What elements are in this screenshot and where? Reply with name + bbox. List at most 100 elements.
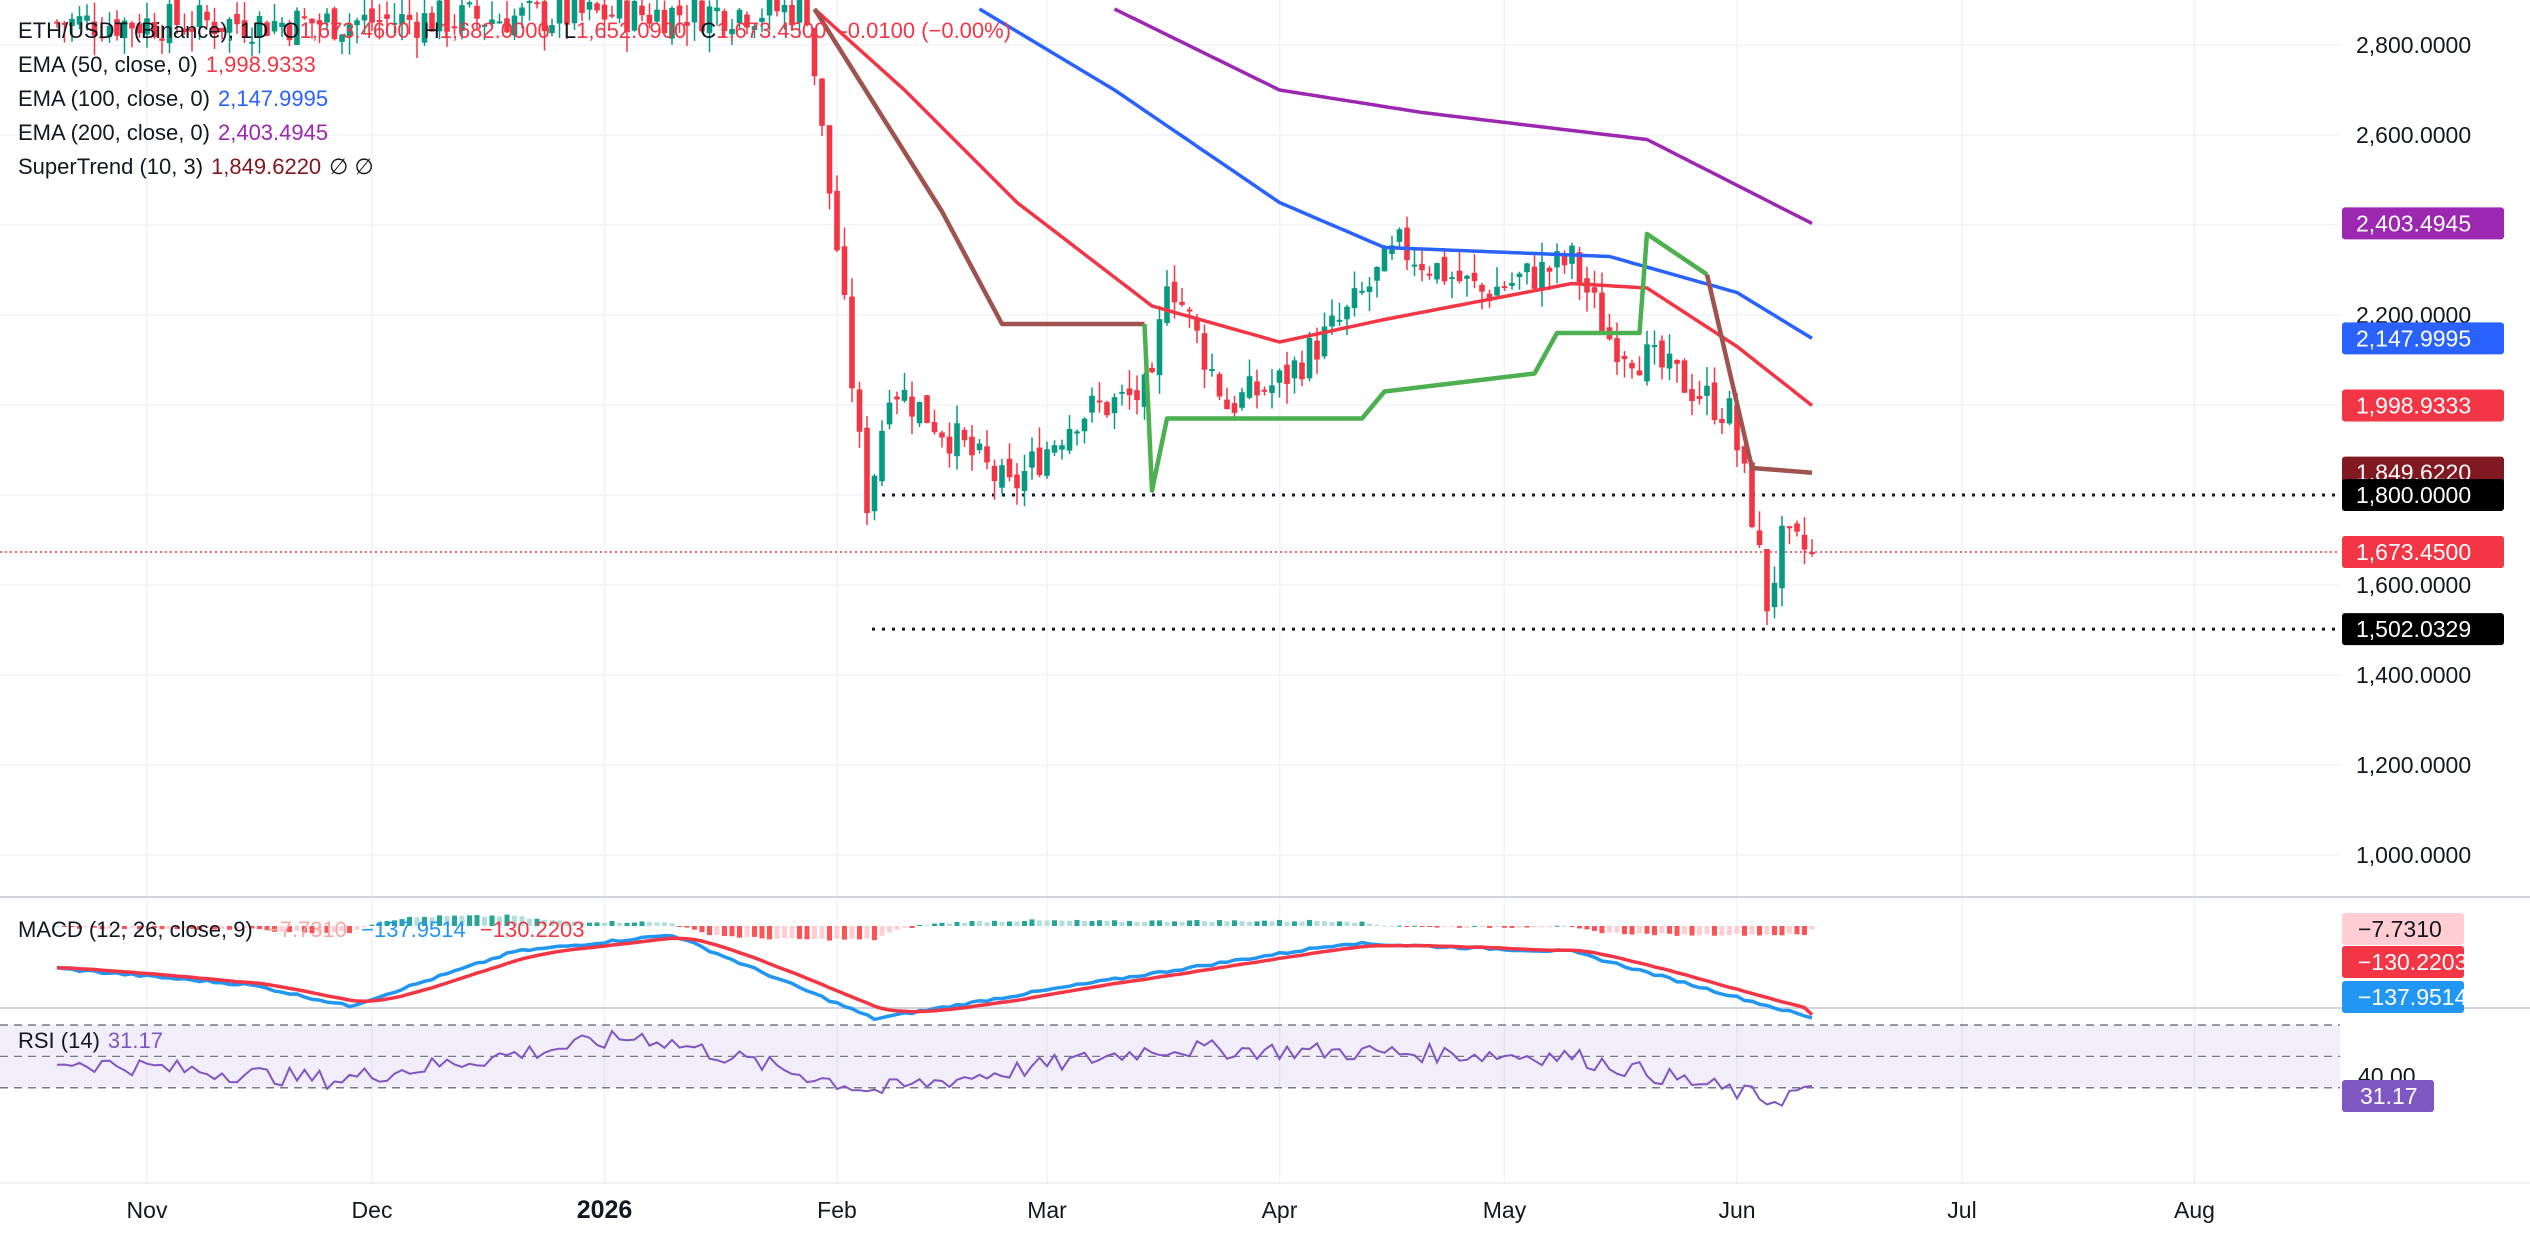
candle-body — [1089, 395, 1095, 413]
candle-body — [984, 446, 990, 463]
macd-histogram-bar — [1554, 925, 1560, 927]
macd-signal-line — [56, 936, 1814, 1016]
candle-body — [406, 14, 413, 20]
candle-body — [624, 0, 630, 33]
candle-body — [886, 402, 893, 425]
macd-histogram-bar — [1629, 926, 1635, 935]
macd-histogram-bar — [1389, 925, 1395, 927]
candle-body — [609, 14, 615, 17]
candle-body — [1201, 333, 1208, 370]
candle-body — [1374, 266, 1380, 281]
candle-body — [736, 9, 743, 24]
rsi-value: 31.17 — [107, 1028, 163, 1053]
legend-ema200[interactable]: EMA (200, close, 0) 2,403.4945 — [18, 116, 336, 150]
macd-histogram-bar — [1412, 925, 1417, 927]
candle-body — [1021, 471, 1028, 492]
macd-histogram-bar — [624, 922, 630, 926]
symbol-label[interactable]: ETH/USDT (Binance), 1D — [18, 18, 269, 43]
macd-histogram-bar — [144, 926, 150, 928]
macd-histogram-bar — [197, 926, 202, 930]
macd-histogram-bar — [1164, 921, 1170, 926]
candle-body — [1186, 309, 1193, 312]
ema50-value: 1,998.9333 — [205, 52, 316, 77]
macd-histogram-bar — [617, 922, 622, 926]
legend-supertrend[interactable]: SuperTrend (10, 3) 1,849.6220 ∅ ∅ — [18, 150, 382, 184]
macd-histogram-bar — [857, 926, 862, 940]
supertrend-line — [812, 7, 1813, 493]
legend-macd[interactable]: MACD (12, 26, close, 9) −7.7310 −137.951… — [18, 913, 592, 947]
macd-badge-text-hist: −7.7310 — [2358, 916, 2442, 942]
macd-histogram-bar — [1757, 926, 1762, 936]
candle-body — [1119, 391, 1125, 394]
candle-body — [481, 24, 488, 27]
candle-body — [1156, 319, 1163, 376]
macd-histogram-bar — [722, 926, 727, 936]
legend-ema50[interactable]: EMA (50, close, 0) 1,998.9333 — [18, 48, 324, 82]
candle-body — [1554, 251, 1560, 268]
candle-body — [1456, 270, 1463, 282]
macd-histogram-bar — [452, 915, 457, 926]
ema100-line — [978, 7, 1813, 340]
candle-body — [901, 389, 908, 401]
candle-body — [1531, 266, 1538, 289]
macd-histogram-bar — [1254, 921, 1260, 926]
candle-body — [1254, 381, 1260, 396]
price-tick-label: 1,000.0000 — [2356, 842, 2471, 868]
macd-histogram-bar — [1262, 920, 1267, 926]
candle-body — [1134, 390, 1140, 401]
candle-body — [1396, 229, 1403, 242]
macd-histogram-bar — [1352, 922, 1357, 926]
candle-body — [1314, 340, 1320, 360]
candle-body — [804, 0, 810, 26]
candle-body — [331, 8, 338, 40]
macd-histogram-bar — [362, 926, 367, 927]
macd-histogram-bar — [1112, 920, 1117, 926]
macd-histogram-bar — [639, 921, 645, 926]
candle-body — [849, 296, 855, 389]
candle-body — [1246, 376, 1253, 398]
candle-body — [1689, 389, 1695, 402]
macd-histogram-bar — [444, 916, 450, 926]
macd-histogram-bar — [227, 926, 232, 930]
candle-body — [1066, 428, 1073, 451]
candle-body — [744, 14, 750, 28]
macd-histogram-bar — [872, 926, 877, 941]
macd-histogram-bar — [497, 916, 502, 926]
macd-histogram-bar — [1607, 926, 1612, 933]
candle-body — [421, 13, 428, 43]
candle-body — [946, 436, 953, 454]
candle-body — [309, 18, 315, 24]
price-badge-last — [2342, 535, 2504, 568]
candle-body — [1299, 362, 1305, 380]
candle-body — [1441, 256, 1448, 282]
macd-histogram-bar — [699, 926, 705, 933]
candle-body — [1801, 534, 1808, 550]
candle-body — [301, 16, 308, 19]
macd-histogram-bar — [714, 926, 720, 935]
candle-body — [451, 26, 458, 29]
macd-histogram-bar — [864, 926, 870, 939]
legend-rsi[interactable]: RSI (14) 31.17 — [18, 1024, 171, 1058]
macd-histogram-bar — [1202, 921, 1207, 926]
macd-histogram-bar — [1592, 926, 1597, 931]
candle-body — [1389, 245, 1395, 254]
candle-body — [249, 41, 255, 44]
macd-histogram-bar — [1134, 921, 1140, 926]
macd-histogram-bar — [467, 915, 472, 926]
rsi-line — [56, 1029, 1813, 1107]
candle-body — [376, 19, 383, 22]
supertrend-segment — [1142, 231, 1709, 493]
candle-body — [1014, 474, 1020, 489]
price-tick-label: 1,400.0000 — [2356, 662, 2471, 688]
price-tick-label: 1,200.0000 — [2356, 752, 2471, 778]
legend-ema100[interactable]: EMA (100, close, 0) 2,147.9995 — [18, 82, 336, 116]
macd-histogram-bar — [1457, 926, 1462, 928]
macd-histogram-bar — [54, 926, 60, 927]
macd-histogram-bar — [1314, 921, 1320, 926]
time-label-aug: Aug — [2174, 1197, 2215, 1223]
macd-histogram-bar — [1007, 921, 1012, 926]
ema100-value: 2,147.9995 — [217, 86, 329, 111]
candle-body — [969, 436, 975, 456]
